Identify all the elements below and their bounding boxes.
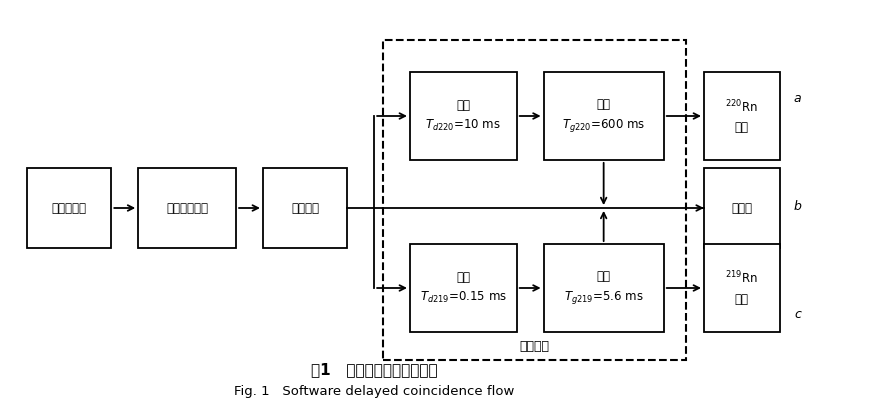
Text: 脉冲序列: 脉冲序列: [291, 202, 319, 214]
Bar: [544, 244, 664, 332]
Text: 总计数: 总计数: [732, 202, 752, 214]
Text: a: a: [794, 92, 801, 104]
Text: 延迟
$T_{d219}$=0.15 ms: 延迟 $T_{d219}$=0.15 ms: [420, 271, 507, 305]
Bar: [263, 168, 347, 248]
Text: 延迟
$T_{d220}$=10 ms: 延迟 $T_{d220}$=10 ms: [425, 99, 502, 133]
Text: 软件实现: 软件实现: [519, 340, 550, 352]
Text: c: c: [794, 308, 801, 320]
Text: 放大整形电路: 放大整形电路: [166, 202, 208, 214]
Text: Fig. 1   Software delayed coincidence flow: Fig. 1 Software delayed coincidence flow: [234, 386, 514, 398]
Text: 图1   软件延迟符合法原理图: 图1 软件延迟符合法原理图: [311, 362, 437, 378]
Bar: [410, 244, 517, 332]
Text: 开门
$T_{g220}$=600 ms: 开门 $T_{g220}$=600 ms: [562, 98, 645, 134]
Bar: [383, 40, 686, 360]
Bar: [704, 72, 780, 160]
Bar: [27, 168, 111, 248]
Bar: [704, 244, 780, 332]
Text: $^{219}$Rn
计数: $^{219}$Rn 计数: [725, 270, 758, 306]
Bar: [410, 72, 517, 160]
Text: $^{220}$Rn
计数: $^{220}$Rn 计数: [725, 98, 758, 134]
Bar: [544, 72, 664, 160]
Text: 开门
$T_{g219}$=5.6 ms: 开门 $T_{g219}$=5.6 ms: [564, 270, 643, 306]
Text: 核探测系统: 核探测系统: [52, 202, 86, 214]
Bar: [704, 168, 780, 248]
Text: b: b: [794, 200, 801, 212]
Bar: [138, 168, 236, 248]
